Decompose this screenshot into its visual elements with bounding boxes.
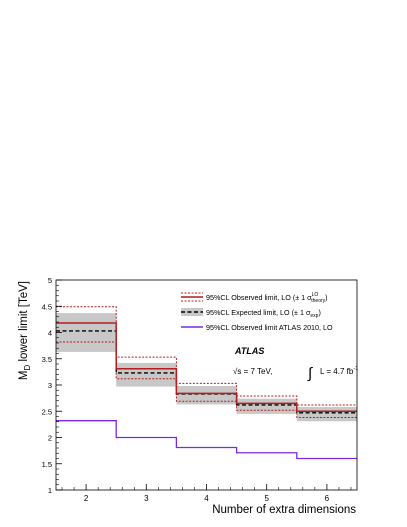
y-tick-label-1: 1 <box>48 486 52 495</box>
limit-lines <box>56 306 357 460</box>
x-axis-label: Number of extra dimensions <box>212 504 356 516</box>
atlas2010-limit-line <box>56 420 357 460</box>
legend-expected: 95%CL Expected limit, LO (± 1 σexp) <box>181 308 321 319</box>
legend-atlas2010: 95%CL Observed limit ATLAS 2010, LO <box>181 323 333 332</box>
y-tick-label-3: 3 <box>48 381 52 390</box>
x-tick-label-6: 6 <box>325 494 330 503</box>
energy-label: √s = 7 TeV, <box>233 367 272 376</box>
legend-atlas2010-label: 95%CL Observed limit ATLAS 2010, LO <box>206 323 333 332</box>
integral-sign: ∫ <box>307 365 314 382</box>
x-tick-label-2: 2 <box>84 494 89 503</box>
y-tick-label-4.5: 4.5 <box>42 302 52 311</box>
atlas-label: ATLAS <box>234 346 264 356</box>
x-tick-label-4: 4 <box>204 494 209 503</box>
x-tick-label-5: 5 <box>264 494 269 503</box>
legend-observed-label: 95%CL Observed limit, LO (± 1 σLO theory) <box>206 292 328 304</box>
axis-ticks: 2 3 4 5 6 1 1.5 2 2.5 3 3.5 4 4.5 5 <box>42 276 352 503</box>
y-tick-label-1.5: 1.5 <box>42 460 52 469</box>
expected-band-bin-4 <box>176 386 237 405</box>
y-axis-label: MD lower limit [TeV] <box>18 281 32 380</box>
legend-observed: 95%CL Observed limit, LO (± 1 σLO theory) <box>181 292 328 304</box>
expected-band-bin-2 <box>56 313 117 352</box>
observed-limit-line <box>56 322 357 412</box>
luminosity-label: L = 4.7 fb-1 <box>320 366 358 376</box>
expected-band-bin-6 <box>296 407 357 422</box>
legend-expected-band <box>181 308 203 316</box>
legend-expected-label: 95%CL Expected limit, LO (± 1 σexp) <box>206 308 321 319</box>
expected-band-bin-5 <box>236 398 297 414</box>
y-tick-label-2.5: 2.5 <box>42 407 52 416</box>
y-tick-label-5: 5 <box>48 276 52 285</box>
y-tick-label-3.5: 3.5 <box>42 355 52 364</box>
x-tick-label-3: 3 <box>144 494 149 503</box>
y-tick-label-4: 4 <box>48 329 52 338</box>
expected-band-bin-3 <box>116 362 177 387</box>
legend: 95%CL Observed limit, LO (± 1 σLO theory)… <box>181 292 333 332</box>
y-tick-label-2: 2 <box>48 434 52 443</box>
